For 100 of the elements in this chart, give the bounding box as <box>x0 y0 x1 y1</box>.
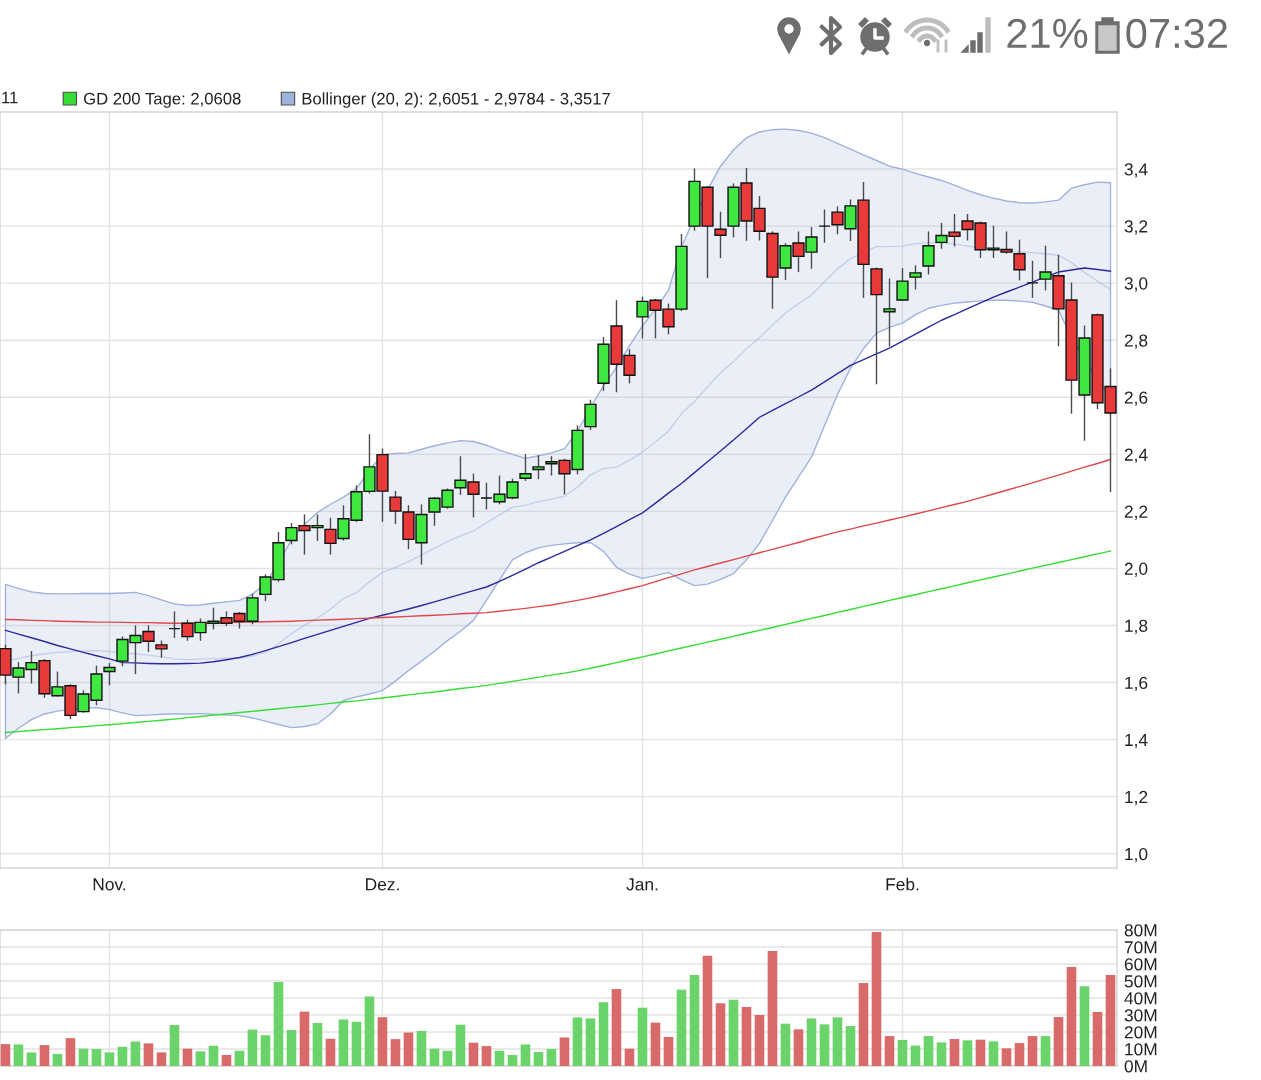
bar <box>104 1052 115 1066</box>
bar <box>117 1046 128 1066</box>
bar <box>234 1050 245 1066</box>
bar <box>780 1023 791 1066</box>
text: 07:32 <box>1126 18 1227 49</box>
bar <box>832 1017 843 1066</box>
bar <box>1014 1043 1025 1066</box>
y-tick-label: 2,4 <box>1124 448 1148 463</box>
bar <box>195 1051 206 1066</box>
y-tick-label: 2,6 <box>1124 391 1148 406</box>
bar <box>91 1049 102 1066</box>
y-tick-label: 1,6 <box>1125 676 1148 692</box>
y-tick-label: 20M <box>1124 1026 1157 1039</box>
candlestick <box>103 663 116 686</box>
bar <box>13 1044 24 1066</box>
bar <box>0 1044 11 1066</box>
y-tick-label: 70M <box>1124 941 1157 954</box>
y-tick-label: 1,8 <box>1125 619 1148 635</box>
bar <box>78 1048 89 1066</box>
bar <box>247 1029 258 1066</box>
bar <box>1027 1036 1038 1066</box>
y-tick-label: 30M <box>1124 1009 1157 1022</box>
y-tick-label: 2,2 <box>1124 505 1148 520</box>
legend-label: Bollinger (20, 2): 2,6051 - 2,9784 - 3,3517 <box>302 92 610 108</box>
bar <box>507 1054 518 1066</box>
bar <box>182 1048 193 1066</box>
bar <box>871 932 882 1066</box>
bar <box>689 975 700 1066</box>
bar <box>65 1038 76 1066</box>
y-tick-label: 1,0 <box>1125 847 1148 863</box>
bar <box>819 1024 830 1066</box>
text: 21% <box>1007 18 1088 49</box>
bar <box>650 1022 661 1066</box>
bar <box>208 1045 219 1066</box>
bar <box>273 982 284 1066</box>
x-tick-label: Feb. <box>886 877 919 891</box>
candlestick <box>714 211 727 259</box>
bar <box>988 1041 999 1066</box>
bar <box>936 1042 947 1066</box>
bar <box>923 1036 934 1066</box>
bar <box>1079 986 1090 1066</box>
y-tick-label: 0M <box>1124 1060 1147 1073</box>
bar <box>468 1042 479 1066</box>
bar <box>949 1038 960 1066</box>
bar <box>910 1045 921 1066</box>
bar <box>858 983 869 1066</box>
bar <box>806 1018 817 1066</box>
candlestick <box>909 265 922 290</box>
bar <box>559 1037 570 1066</box>
bar <box>455 1024 466 1066</box>
y-tick-label: 40M <box>1124 992 1157 1005</box>
x-tick-label: Nov. <box>93 878 126 891</box>
bar <box>403 1032 414 1066</box>
bar <box>130 1041 141 1066</box>
bar <box>377 1017 388 1066</box>
candlestick <box>1026 260 1039 298</box>
y-tick-label: 60M <box>1124 958 1157 971</box>
bar <box>221 1054 232 1066</box>
bar <box>572 1017 583 1066</box>
bar <box>429 1048 440 1066</box>
bar <box>1040 1036 1051 1066</box>
x-tick-label: Dez. <box>366 878 399 891</box>
text: 11 <box>2 91 18 104</box>
y-tick-label: 80M <box>1124 924 1157 937</box>
y-tick-label: 2,8 <box>1124 334 1148 349</box>
candlestick <box>818 209 831 243</box>
candlestick <box>532 455 545 479</box>
bar <box>728 999 739 1066</box>
bar <box>156 1052 167 1066</box>
bar <box>533 1052 544 1066</box>
bar <box>845 1026 856 1066</box>
line-series <box>4 550 1112 734</box>
bar <box>1066 967 1077 1066</box>
y-tick-label: 50M <box>1124 975 1157 988</box>
bar <box>338 1019 349 1066</box>
y-tick-label: 10M <box>1125 1043 1157 1056</box>
bar <box>793 1029 804 1066</box>
bar <box>416 1030 427 1066</box>
bar <box>585 1018 596 1066</box>
bar <box>364 996 375 1066</box>
bar <box>299 1011 310 1066</box>
bar <box>975 1039 986 1066</box>
bar <box>884 1036 895 1066</box>
candlestick <box>883 278 896 347</box>
bar <box>598 1002 609 1066</box>
bar <box>767 951 778 1066</box>
bar <box>1092 1011 1103 1066</box>
bar <box>962 1040 973 1066</box>
bar <box>1001 1048 1012 1066</box>
bar <box>52 1053 63 1066</box>
legend-label: GD 200 Tage: 2,0608 <box>84 92 241 108</box>
bar <box>676 989 687 1066</box>
bar <box>1105 975 1116 1066</box>
y-tick-label: 1,2 <box>1125 790 1148 806</box>
bar <box>442 1050 453 1066</box>
bar <box>286 1029 297 1066</box>
bar <box>143 1043 154 1066</box>
bar <box>169 1025 180 1066</box>
bar <box>390 1039 401 1066</box>
bar <box>520 1044 531 1066</box>
